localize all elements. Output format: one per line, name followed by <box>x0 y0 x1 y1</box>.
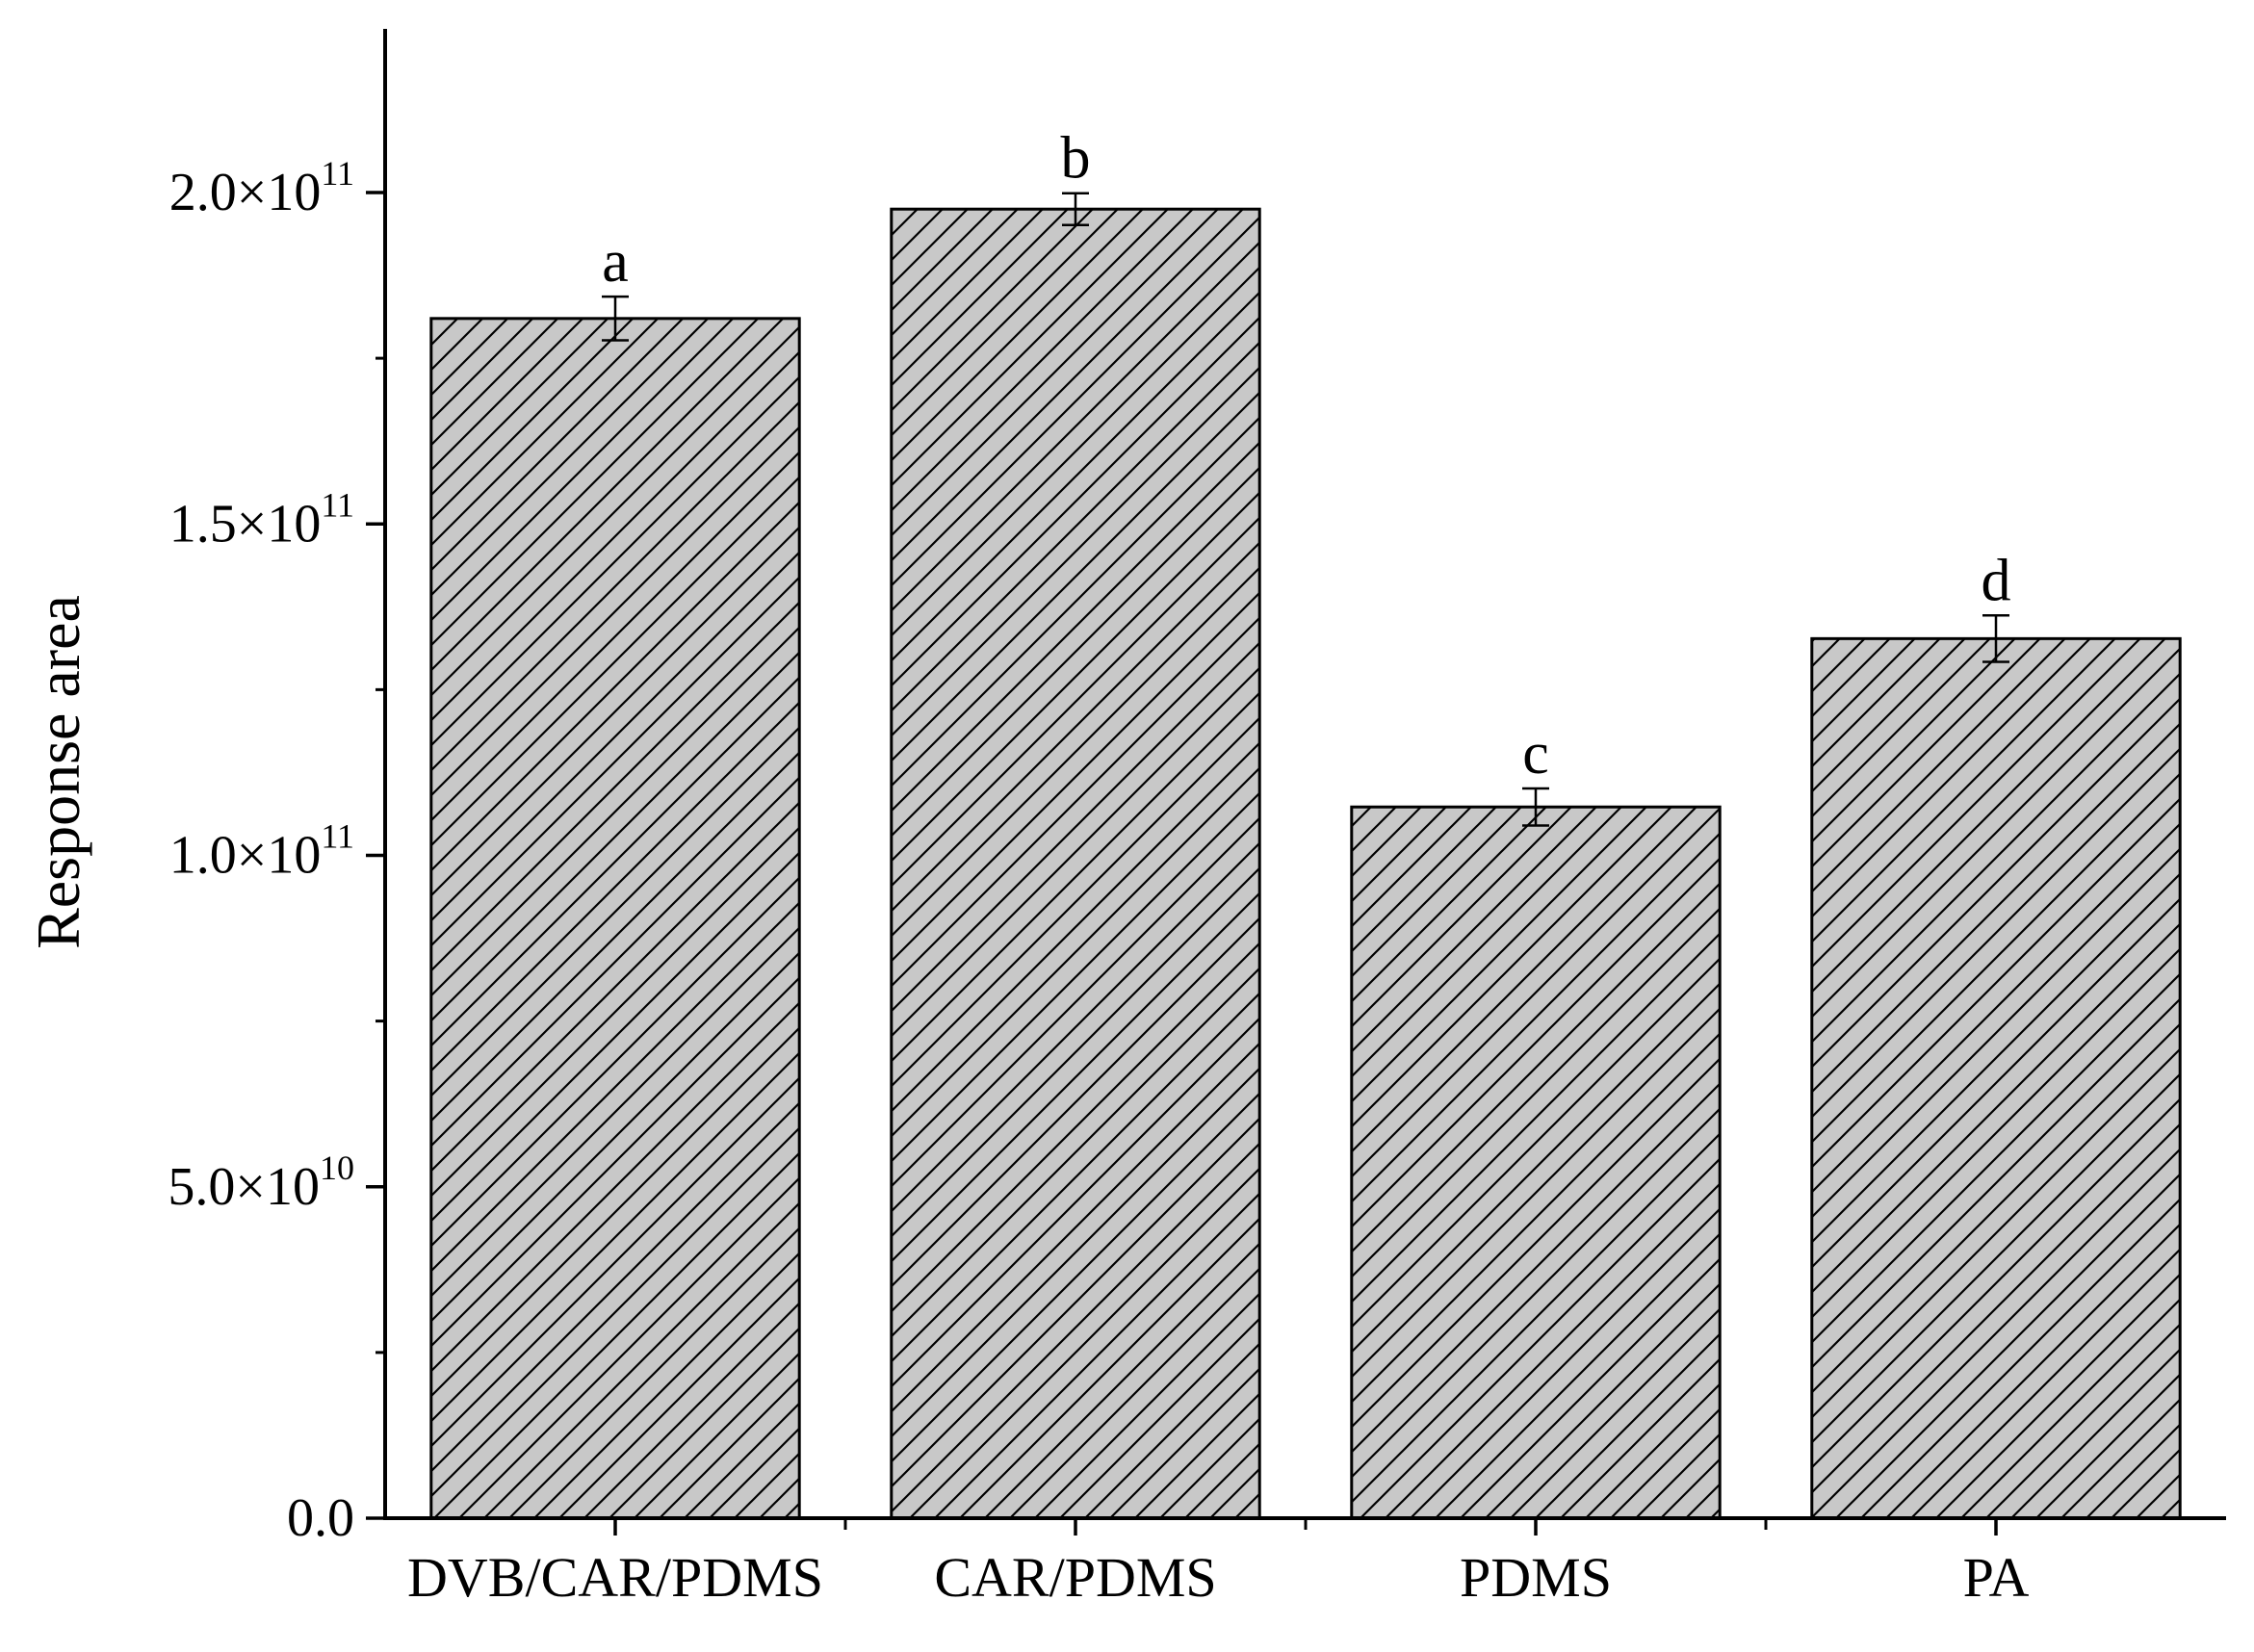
x-tick-label: DVB/CAR/PDMS <box>407 1546 823 1609</box>
y-axis-label: Response area <box>24 595 92 949</box>
bar-2 <box>890 207 1261 1520</box>
bar-3 <box>1350 805 1722 1520</box>
axes-layer: DVB/CAR/PDMS CAR/PDMS PDMS PA 0.0 5.0×1010 1.0… <box>168 29 2226 1609</box>
significance-letter-4: d <box>1982 548 2011 613</box>
error-bar-2 <box>1062 192 1089 226</box>
x-tick-label: PDMS <box>1460 1546 1612 1609</box>
y-tick-label: 5.0×1010 <box>168 1149 354 1217</box>
y-tick-label: 2.0×1011 <box>169 154 354 222</box>
bar-4 <box>1810 636 2182 1520</box>
error-bar-4 <box>1982 614 2009 663</box>
y-tick-label: 1.5×1011 <box>169 485 354 554</box>
y-tick-label: 1.0×1011 <box>169 817 354 886</box>
error-bar-1 <box>602 295 629 342</box>
significance-letter-2: b <box>1061 126 1091 192</box>
bars-layer: a b c d <box>429 126 2182 1520</box>
bar-1 <box>429 317 801 1520</box>
significance-letter-1: a <box>602 229 629 295</box>
x-tick-label: PA <box>1963 1546 2030 1609</box>
error-bar-3 <box>1522 787 1549 827</box>
significance-letter-3: c <box>1522 721 1549 787</box>
x-tick-label: CAR/PDMS <box>934 1546 1216 1609</box>
y-tick-label: 0.0 <box>287 1488 354 1548</box>
